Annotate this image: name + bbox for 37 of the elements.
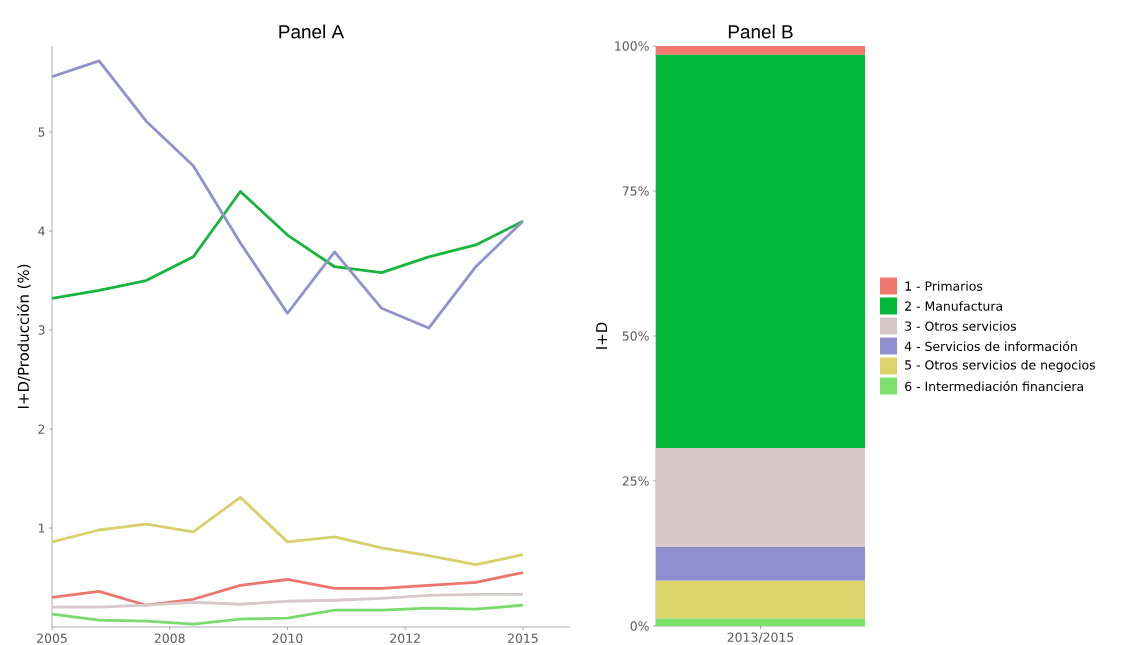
y-tick-label: 100%: [615, 41, 649, 51]
y-tick-label: 3: [38, 325, 45, 335]
legend-label: 6 - Intermediación financiera: [905, 380, 1083, 392]
y-tick-label: 5: [38, 127, 45, 137]
line-series: [52, 190, 525, 300]
line-series: [52, 495, 525, 567]
chart-title: Panel A: [279, 24, 345, 39]
y-tick-label: 2: [38, 424, 45, 434]
line-series: [52, 571, 525, 607]
line-series: [52, 603, 525, 626]
bar: [656, 447, 865, 548]
y-axis-title: I+D/Producción (%): [16, 264, 31, 408]
bar: [656, 580, 865, 619]
line-series: [52, 59, 525, 330]
y-tick-label: 75%: [622, 186, 649, 196]
legend-label: 2 - Manufactura: [905, 301, 1002, 311]
y-axis-title: I+D: [596, 322, 608, 349]
bar: [656, 54, 865, 448]
x-tick-label: 2010: [272, 633, 303, 643]
x-tick-label: 2013/2015: [727, 632, 794, 643]
legend-label: 3 - Otros servicios: [905, 321, 1017, 331]
y-tick-label: 4: [38, 226, 45, 236]
x-tick-label: 2008: [154, 633, 185, 643]
bar: [656, 45, 865, 55]
y-tick-label: 0%: [630, 621, 649, 631]
y-tick-label: 1: [38, 523, 45, 533]
line-series: [52, 592, 525, 609]
x-tick-label: 2012: [390, 633, 420, 643]
x-tick-label: 2015: [507, 633, 538, 643]
legend-label: 1 - Primarios: [905, 281, 983, 291]
chart-title: Panel B: [728, 24, 793, 39]
legend-label: 4 - Servicios de información: [904, 340, 1077, 352]
legend-label: 5 - Otros servicios de negocios: [905, 359, 1096, 373]
y-tick-label: 25%: [622, 476, 649, 486]
x-tick-label: 2005: [37, 633, 67, 643]
bar: [656, 547, 865, 581]
y-tick-label: 50%: [622, 331, 649, 341]
